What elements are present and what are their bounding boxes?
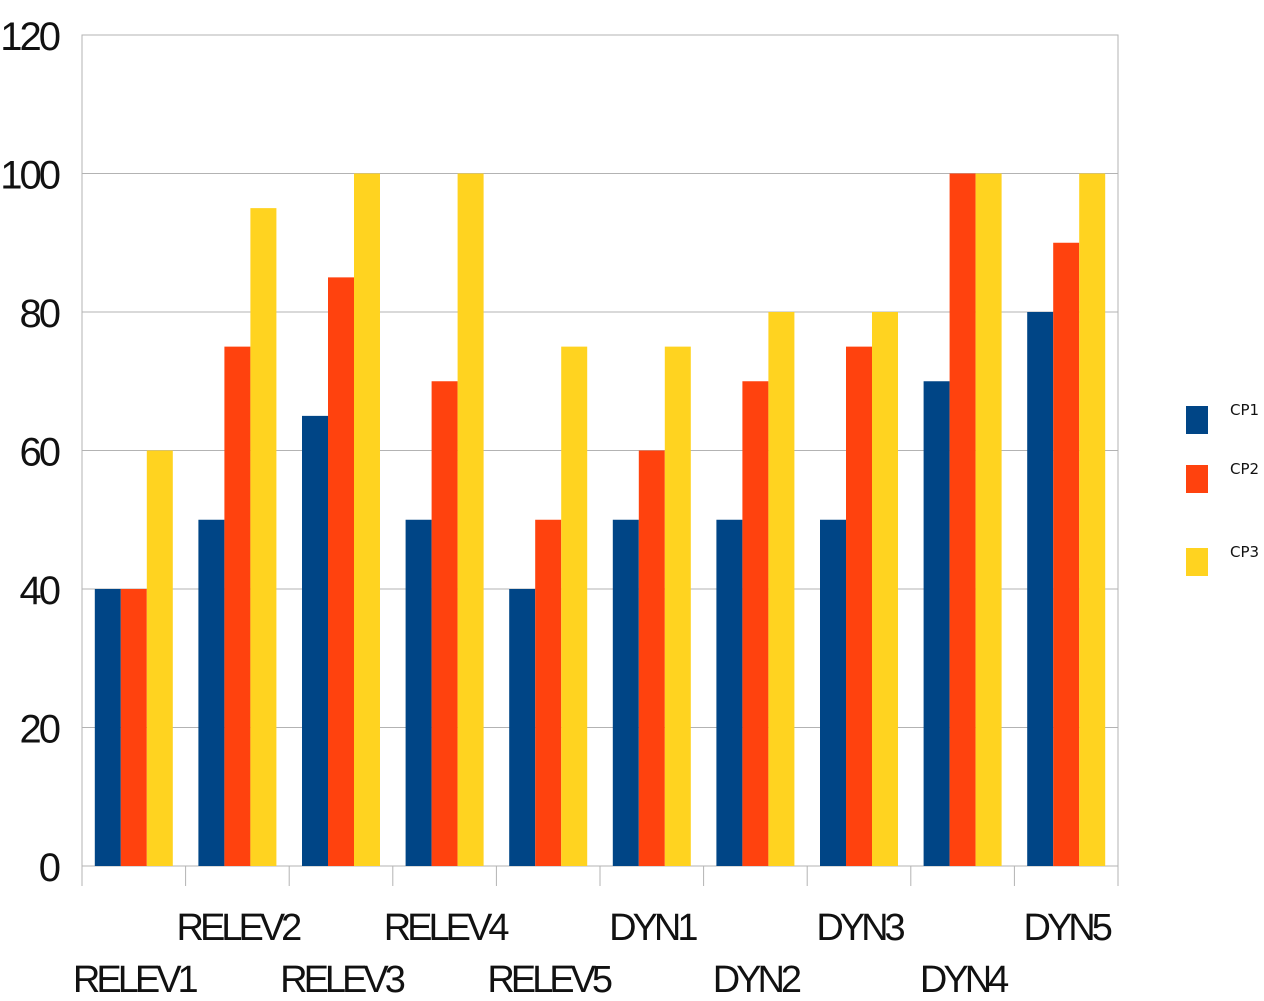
y-tick-label: 80: [20, 292, 60, 336]
bar-cp1: [94, 589, 121, 866]
bar-cp3: [354, 173, 380, 866]
y-axis: 0 20 40 60 80 100 120: [0, 15, 63, 890]
bar-cp2: [846, 346, 872, 866]
bar-cp1: [716, 519, 743, 866]
y-tick-label: 120: [0, 15, 59, 59]
x-tick-label: RELEV3: [280, 959, 405, 1001]
bar-cp3: [457, 173, 484, 866]
x-tick-label: RELEV2: [177, 907, 302, 949]
y-tick-label: 100: [0, 154, 59, 198]
bar-cp2: [535, 519, 562, 866]
bar-cp3: [768, 312, 795, 866]
y-tick-label: 60: [20, 431, 60, 475]
bar-cp1: [923, 381, 950, 866]
y-tick-label: 40: [20, 569, 60, 613]
bar-cp3: [975, 173, 1002, 866]
x-tick-label: DYN3: [816, 907, 904, 949]
legend-swatch-cp3: [1186, 548, 1208, 576]
legend-swatch-cp2: [1186, 465, 1208, 493]
bar-cp3: [872, 312, 898, 866]
bar-cp3: [250, 208, 277, 866]
legend: CP1 CP2 CP3: [1186, 401, 1259, 576]
bar-cp3: [664, 346, 691, 866]
bar-cp2: [949, 173, 976, 866]
bar-cp2: [1053, 242, 1080, 866]
bar-cp1: [612, 519, 639, 866]
bar-cp1: [820, 519, 846, 866]
bar-cp2: [742, 381, 769, 866]
x-tick-label: DYN5: [1024, 907, 1112, 949]
y-tick-label: 20: [20, 708, 60, 752]
legend-label: CP1: [1230, 401, 1259, 419]
bar-cp1: [509, 589, 536, 866]
x-tick-label: RELEV1: [73, 959, 198, 1001]
bar-cp1: [1027, 312, 1054, 866]
bar-cp2: [328, 277, 354, 866]
x-tick-label: DYN1: [609, 907, 697, 949]
x-tick-label: DYN4: [920, 959, 1009, 1001]
y-tick-label: 0: [39, 846, 60, 890]
bar-cp3: [561, 346, 588, 866]
bar-cp1: [405, 519, 432, 866]
bar-cp3: [146, 450, 173, 866]
bars: [94, 173, 1106, 866]
bar-cp2: [224, 346, 251, 866]
legend-swatch-cp1: [1186, 406, 1208, 434]
x-axis: RELEV1 RELEV2 RELEV3 RELEV4 RELEV5 DYN1 DYN2 DY…: [73, 866, 1119, 1001]
x-tick-label: DYN2: [713, 959, 801, 1001]
bar-cp2: [638, 450, 665, 866]
bar-cp1: [198, 519, 225, 866]
bar-cp1: [302, 415, 328, 866]
bar-cp2: [431, 381, 458, 866]
legend-label: CP3: [1230, 543, 1259, 561]
x-tick-label: RELEV5: [487, 959, 612, 1001]
x-tick-label: RELEV4: [384, 907, 510, 949]
bar-cp2: [120, 589, 147, 866]
bar-cp3: [1079, 173, 1106, 866]
legend-label: CP2: [1230, 460, 1259, 478]
